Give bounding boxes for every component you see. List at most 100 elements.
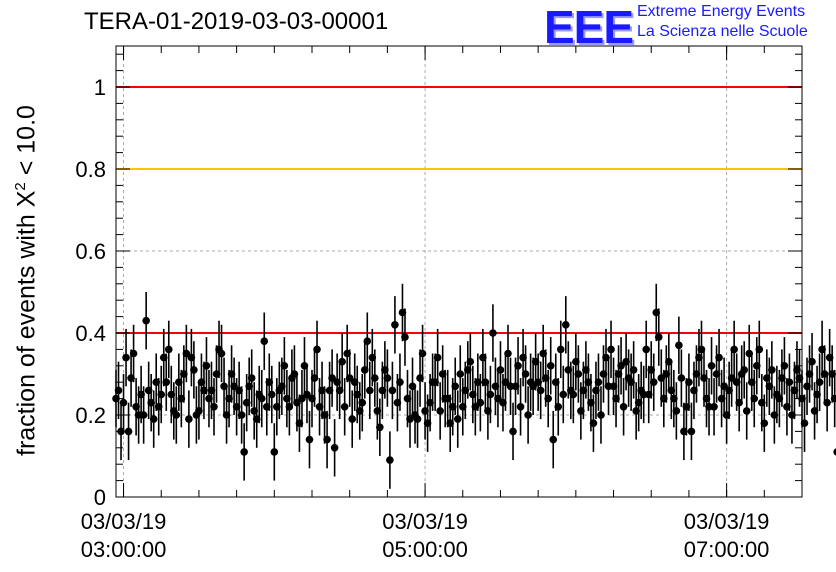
data-point <box>833 448 836 456</box>
data-marker <box>328 374 336 382</box>
y-axis-label-symbol: X <box>12 190 41 208</box>
data-marker <box>642 345 651 354</box>
data-point <box>149 390 158 448</box>
data-marker <box>401 333 409 341</box>
data-point <box>466 333 475 391</box>
data-point <box>358 374 367 432</box>
data-marker <box>270 448 279 456</box>
data-marker <box>830 394 836 403</box>
data-marker <box>164 345 173 354</box>
data-point <box>190 341 198 399</box>
data-point <box>521 345 530 403</box>
data-marker <box>363 337 372 346</box>
y-axis-label-prefix: fraction of events with <box>12 207 41 456</box>
y-axis-label: fraction of events with X2 < 10.0 <box>12 105 41 456</box>
y-tick-label: 0.8 <box>75 157 106 182</box>
data-marker <box>114 386 123 395</box>
eee-logo-mark: EEE <box>544 1 634 53</box>
data-marker <box>687 427 696 436</box>
data-marker <box>453 415 462 423</box>
data-marker <box>433 353 442 362</box>
data-point <box>760 394 769 452</box>
data-point <box>574 345 583 403</box>
data-marker <box>569 390 578 399</box>
data-marker <box>466 357 475 366</box>
data-marker <box>139 411 148 419</box>
data-marker <box>707 362 716 370</box>
data-point <box>489 304 497 362</box>
data-marker <box>675 341 683 350</box>
y-tick-label: 0.6 <box>75 239 106 264</box>
data-point <box>124 402 133 461</box>
data-point <box>607 320 615 379</box>
data-marker <box>338 357 346 366</box>
data-marker <box>157 390 166 399</box>
data-marker <box>190 366 198 374</box>
data-point <box>267 365 276 424</box>
data-marker <box>172 411 181 419</box>
data-marker <box>345 374 354 382</box>
data-point <box>476 374 485 432</box>
data-point <box>619 378 628 436</box>
data-point <box>715 328 723 387</box>
data-marker <box>574 370 583 378</box>
data-point <box>561 296 570 354</box>
data-marker <box>185 415 193 423</box>
data-marker <box>237 411 246 419</box>
data-point <box>554 378 563 436</box>
data-point <box>654 308 663 366</box>
data-marker <box>122 353 130 362</box>
data-marker <box>514 362 522 370</box>
data-marker <box>305 435 314 444</box>
data-point <box>139 386 148 444</box>
y-tick-label: 0 <box>94 485 106 510</box>
data-marker <box>413 415 422 423</box>
data-marker <box>396 378 404 387</box>
data-point <box>340 378 349 436</box>
axis-ticks <box>116 46 803 498</box>
data-marker <box>677 374 686 382</box>
data-marker <box>217 349 226 358</box>
data-point <box>348 390 357 448</box>
data-point <box>800 394 809 452</box>
data-point <box>185 390 193 448</box>
data-point <box>509 402 517 461</box>
data-marker <box>129 349 138 358</box>
data-point <box>210 378 218 436</box>
data-marker <box>348 415 357 423</box>
data-point <box>808 333 816 391</box>
data-point <box>280 337 289 395</box>
data-point <box>514 337 522 395</box>
data-marker <box>833 448 836 456</box>
y-axis-label-sup: 2 <box>12 182 29 191</box>
data-marker <box>257 394 266 403</box>
data-marker <box>785 378 794 387</box>
data-point <box>597 386 605 444</box>
data-point <box>365 361 374 420</box>
data-marker <box>383 374 392 382</box>
data-marker <box>149 415 158 423</box>
data-marker <box>823 398 831 407</box>
data-marker <box>504 349 512 358</box>
data-point <box>305 410 314 469</box>
x-tick-label-time: 07:00:00 <box>684 537 770 562</box>
data-point <box>740 341 749 399</box>
data-point <box>730 320 738 379</box>
data-point <box>687 402 696 461</box>
data-point <box>617 337 625 395</box>
data-point <box>516 378 525 436</box>
data-marker <box>124 427 133 436</box>
data-point <box>559 365 568 424</box>
data-point <box>388 361 397 420</box>
data-marker <box>280 362 289 370</box>
data-marker <box>313 345 321 354</box>
data-point <box>750 369 759 428</box>
data-marker <box>559 390 568 399</box>
data-point <box>672 382 681 440</box>
data-point <box>589 394 598 452</box>
data-marker <box>800 419 809 428</box>
data-point <box>755 320 764 379</box>
data-point <box>569 365 578 424</box>
data-point <box>157 365 166 424</box>
data-marker <box>536 386 545 395</box>
